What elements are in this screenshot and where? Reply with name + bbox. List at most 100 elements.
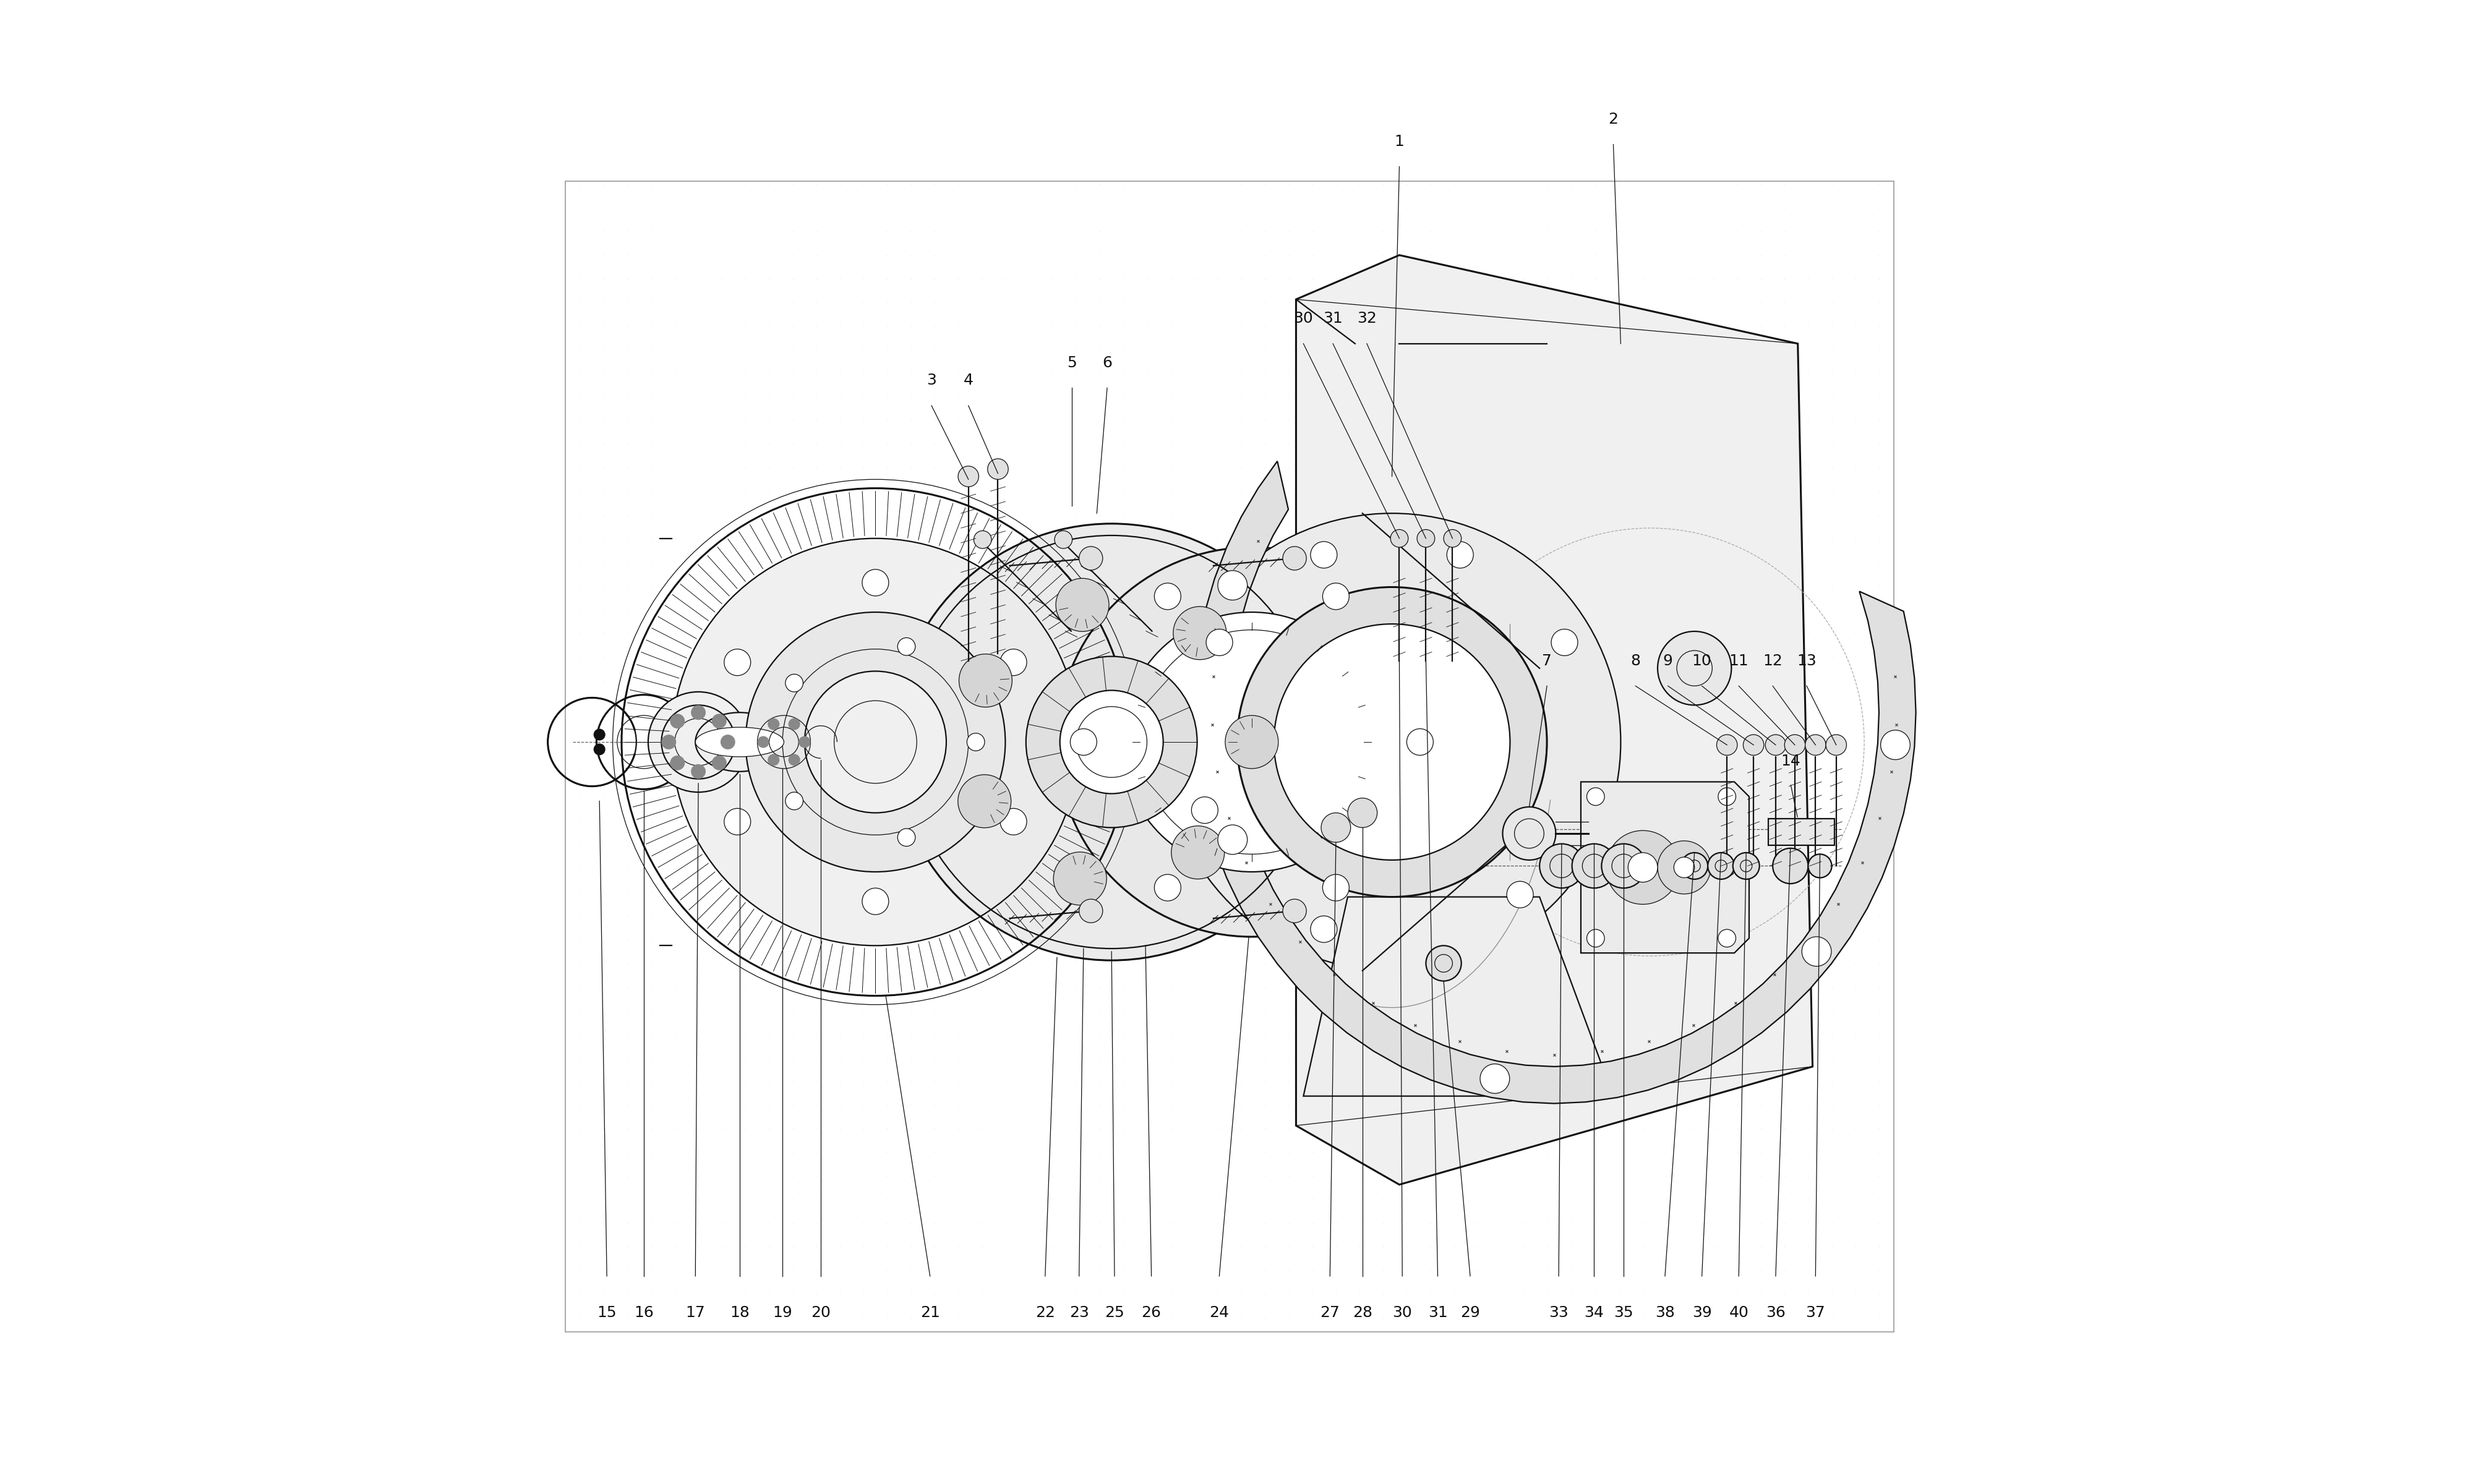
- Circle shape: [1658, 841, 1710, 893]
- Circle shape: [1056, 548, 1447, 936]
- Text: 28: 28: [1353, 1306, 1373, 1321]
- Circle shape: [784, 792, 804, 810]
- Circle shape: [1408, 729, 1432, 755]
- Text: 21: 21: [920, 1306, 940, 1321]
- Text: 17: 17: [685, 1306, 705, 1321]
- Circle shape: [1606, 831, 1680, 904]
- Circle shape: [1237, 588, 1546, 896]
- Text: 20: 20: [811, 1306, 831, 1321]
- Circle shape: [1675, 858, 1695, 877]
- Circle shape: [799, 736, 811, 748]
- Circle shape: [784, 674, 804, 692]
- Circle shape: [1121, 613, 1380, 871]
- Text: 5: 5: [1066, 355, 1076, 370]
- Circle shape: [1774, 849, 1808, 883]
- Text: 11: 11: [1729, 653, 1749, 668]
- Circle shape: [1707, 853, 1734, 879]
- Text: 10: 10: [1692, 653, 1712, 668]
- Circle shape: [1586, 859, 1606, 876]
- Circle shape: [1311, 916, 1336, 942]
- Circle shape: [1806, 735, 1826, 755]
- Ellipse shape: [695, 727, 784, 757]
- Circle shape: [594, 729, 606, 741]
- Circle shape: [1079, 899, 1103, 923]
- Circle shape: [898, 828, 915, 846]
- Circle shape: [1079, 546, 1103, 570]
- Circle shape: [1826, 735, 1846, 755]
- Circle shape: [1207, 629, 1232, 656]
- Circle shape: [690, 705, 705, 720]
- Circle shape: [1717, 929, 1737, 947]
- Circle shape: [975, 531, 992, 549]
- Text: 4: 4: [962, 372, 972, 387]
- Circle shape: [1732, 853, 1759, 879]
- Circle shape: [725, 809, 750, 835]
- Circle shape: [673, 539, 1079, 945]
- Circle shape: [713, 755, 727, 770]
- Circle shape: [1056, 579, 1108, 632]
- Circle shape: [1658, 631, 1732, 705]
- Circle shape: [967, 733, 985, 751]
- Circle shape: [804, 671, 945, 813]
- Circle shape: [1628, 853, 1658, 881]
- Circle shape: [767, 754, 779, 766]
- Circle shape: [1054, 852, 1106, 905]
- Circle shape: [648, 692, 750, 792]
- Circle shape: [1801, 936, 1831, 966]
- Circle shape: [720, 735, 735, 749]
- Circle shape: [1324, 583, 1348, 610]
- Circle shape: [1321, 813, 1351, 843]
- Text: 40: 40: [1729, 1306, 1749, 1321]
- Text: 1: 1: [1395, 134, 1405, 148]
- Circle shape: [745, 613, 1004, 871]
- Polygon shape: [1192, 462, 1915, 1104]
- Circle shape: [893, 524, 1331, 960]
- Circle shape: [670, 714, 685, 729]
- Text: 2: 2: [1608, 111, 1618, 126]
- Circle shape: [1225, 715, 1279, 769]
- Circle shape: [1717, 859, 1737, 876]
- Circle shape: [1502, 807, 1556, 861]
- Text: 3: 3: [928, 372, 938, 387]
- Circle shape: [1507, 881, 1534, 908]
- Circle shape: [1717, 788, 1737, 806]
- Circle shape: [594, 743, 606, 755]
- Circle shape: [757, 736, 769, 748]
- Circle shape: [861, 887, 888, 914]
- Circle shape: [1418, 530, 1435, 548]
- Circle shape: [1311, 542, 1336, 568]
- Circle shape: [1282, 899, 1306, 923]
- Bar: [567, 181, 1893, 1333]
- Text: 32: 32: [1358, 312, 1376, 326]
- Circle shape: [898, 638, 915, 656]
- Text: 8: 8: [1630, 653, 1640, 668]
- Circle shape: [789, 718, 799, 730]
- Circle shape: [1717, 735, 1737, 755]
- Circle shape: [999, 809, 1027, 835]
- Circle shape: [1784, 735, 1806, 755]
- Text: 39: 39: [1692, 1306, 1712, 1321]
- Circle shape: [690, 764, 705, 779]
- Circle shape: [1445, 530, 1462, 548]
- Text: 30: 30: [1393, 1306, 1413, 1321]
- Circle shape: [661, 735, 675, 749]
- Polygon shape: [1304, 896, 1613, 1097]
- Text: 18: 18: [730, 1306, 750, 1321]
- Circle shape: [1880, 730, 1910, 760]
- Text: 16: 16: [633, 1306, 653, 1321]
- Text: 14: 14: [1781, 754, 1801, 769]
- Circle shape: [1324, 874, 1348, 901]
- Circle shape: [713, 714, 727, 729]
- Text: 35: 35: [1613, 1306, 1633, 1321]
- Ellipse shape: [695, 712, 784, 772]
- Circle shape: [1808, 855, 1831, 877]
- Circle shape: [1170, 827, 1225, 879]
- Circle shape: [1682, 853, 1707, 879]
- Text: 38: 38: [1655, 1306, 1675, 1321]
- Text: 9: 9: [1663, 653, 1672, 668]
- Circle shape: [670, 755, 685, 770]
- Circle shape: [1551, 629, 1578, 656]
- Text: 33: 33: [1549, 1306, 1569, 1321]
- Circle shape: [1282, 546, 1306, 570]
- Circle shape: [1425, 945, 1462, 981]
